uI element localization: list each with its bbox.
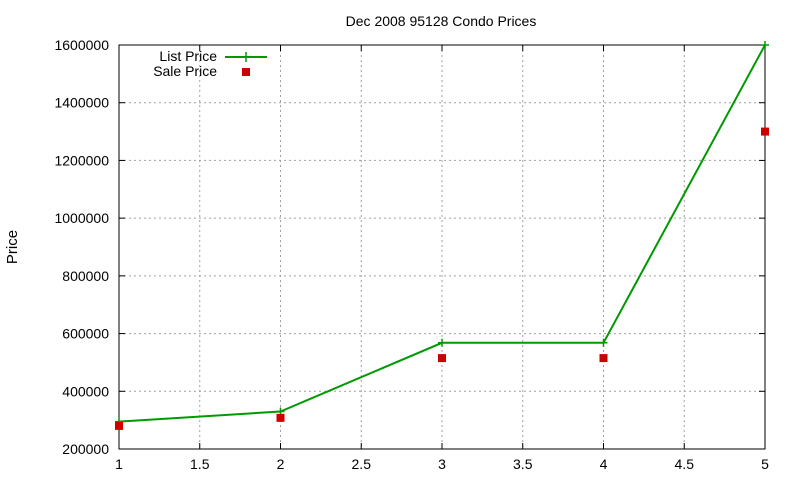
x-tick-label: 1.5 — [190, 456, 210, 472]
list-price-point — [438, 338, 446, 347]
sale-price-point — [115, 421, 123, 430]
x-tick-label: 1 — [115, 456, 123, 472]
x-tick-label: 2 — [277, 456, 285, 472]
x-tick-label: 4 — [600, 456, 608, 472]
legend-label-sale-price: Sale Price — [153, 63, 217, 79]
y-tick-label: 400000 — [62, 383, 109, 399]
list-price-point — [599, 338, 608, 347]
sale-price-point — [438, 354, 446, 363]
x-tick-label: 3 — [438, 456, 446, 472]
y-tick-label: 1200000 — [54, 152, 109, 168]
legend: List Price Sale Price — [153, 48, 267, 79]
y-tick-label: 1000000 — [54, 210, 109, 226]
x-tick-label: 2.5 — [352, 456, 372, 472]
x-tick-label: 4.5 — [675, 456, 695, 472]
data-series — [115, 41, 769, 430]
legend-entry-list-price: List Price — [159, 48, 267, 64]
list-price-point — [761, 41, 769, 49]
legend-label-list-price: List Price — [159, 48, 217, 64]
y-tick-label: 600000 — [62, 326, 109, 342]
y-tick-label: 800000 — [62, 268, 109, 284]
legend-entry-sale-price: Sale Price — [153, 63, 250, 79]
sale-price-point — [276, 413, 285, 422]
chart-title: Dec 2008 95128 Condo Prices — [346, 13, 537, 29]
sale-price-point — [761, 127, 769, 136]
x-tick-label: 5 — [761, 456, 769, 472]
y-tick-label: 200000 — [62, 441, 109, 457]
sale-price-point — [599, 354, 608, 363]
y-tick-label: 1400000 — [54, 95, 109, 111]
grid-lines — [119, 45, 765, 449]
axis-ticks: 1 1.5 2 2.5 3 3.5 4 4.5 5 200000 400000 600000 80000… — [54, 37, 769, 472]
legend-marker-sale-price — [242, 68, 250, 76]
y-tick-label: 1600000 — [54, 37, 109, 53]
x-tick-label: 3.5 — [513, 456, 533, 472]
y-axis-label: Price — [4, 230, 21, 264]
legend-marker-list-price — [241, 52, 251, 62]
